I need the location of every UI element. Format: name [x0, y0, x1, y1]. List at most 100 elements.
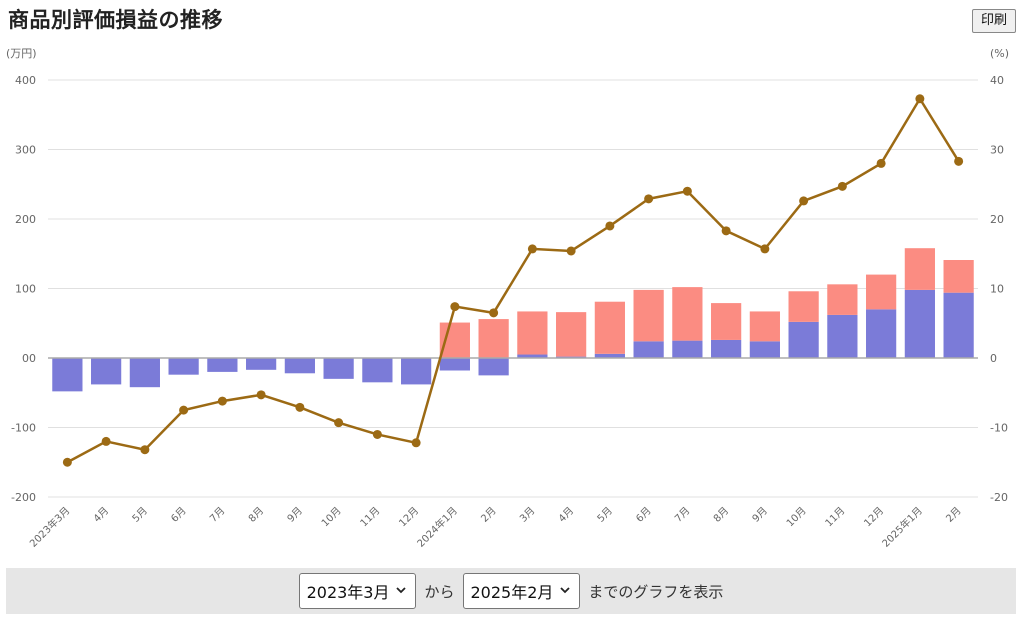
- display-label: までのグラフを表示: [588, 582, 724, 601]
- line-point: [140, 445, 150, 455]
- bar-base: [478, 358, 509, 376]
- bar-base: [323, 358, 354, 379]
- bar-base: [168, 358, 199, 375]
- bar-base: [207, 358, 238, 372]
- chart: 40030020010000-100-200403020100-10-20(万円…: [6, 47, 1009, 550]
- y2-tick-label: 20: [990, 213, 1004, 226]
- x-tick-label: 8月: [711, 505, 731, 525]
- x-tick-label: 4月: [91, 505, 111, 525]
- line-point: [527, 244, 537, 254]
- bar-base: [788, 321, 819, 358]
- line-point: [837, 181, 847, 191]
- line-point: [179, 405, 189, 415]
- x-tick-label: 6月: [169, 505, 189, 525]
- to-month-value: 2025年2月: [470, 583, 554, 602]
- bar-base: [246, 358, 277, 370]
- bar-base: [749, 341, 780, 358]
- x-tick-label: 10月: [319, 505, 344, 530]
- y-tick-label: -100: [11, 422, 36, 435]
- bar-base: [943, 292, 974, 358]
- bar-base: [827, 314, 858, 358]
- from-month-value: 2023年3月: [306, 583, 390, 602]
- x-tick-label: 11月: [823, 505, 848, 530]
- print-button[interactable]: 印刷: [971, 9, 1016, 33]
- line-point: [450, 302, 460, 312]
- y2-axis-label: (%): [990, 47, 1009, 60]
- x-tick-label: 9月: [285, 505, 305, 525]
- series-line: [66, 96, 960, 464]
- x-tick-label: 2024年1月: [414, 504, 460, 550]
- y-tick-label: 400: [15, 74, 36, 87]
- bar-base: [129, 358, 160, 388]
- y-tick-label: 00: [22, 352, 36, 365]
- line-point: [256, 390, 266, 400]
- y-tick-label: -200: [11, 491, 36, 504]
- bar-base: [711, 339, 742, 358]
- x-tick-label: 7月: [207, 505, 227, 525]
- x-tick-label: 12月: [862, 505, 887, 530]
- x-tick-label: 5月: [130, 505, 150, 525]
- bar-base: [362, 358, 393, 383]
- bar-base: [517, 354, 548, 358]
- line-point: [295, 402, 305, 412]
- page-title: 商品別評価損益の推移: [8, 8, 223, 32]
- x-tick-label: 9月: [750, 505, 770, 525]
- x-tick-label: 2月: [479, 505, 499, 525]
- bar-base: [904, 289, 935, 358]
- bar-base: [401, 358, 432, 385]
- line-point: [644, 194, 654, 204]
- to-month-select[interactable]: 2025年2月: [462, 573, 581, 609]
- bar-base: [284, 358, 315, 374]
- bar-stack: [827, 284, 858, 315]
- y-tick-label: 300: [15, 144, 36, 157]
- line-point: [334, 418, 344, 428]
- bar-stack: [594, 301, 625, 354]
- x-tick-label: 8月: [246, 505, 266, 525]
- bar-base: [672, 340, 703, 358]
- bar-stack: [556, 312, 587, 357]
- bar-stack: [788, 291, 819, 322]
- y-axis-label: (万円): [6, 47, 37, 60]
- y2-tick-label: 30: [990, 144, 1004, 157]
- line-point: [62, 457, 72, 467]
- range-controls: 2023年3月 から 2025年2月 までのグラフを表示: [6, 568, 1016, 614]
- x-tick-label: 7月: [672, 505, 692, 525]
- bar-stack: [904, 248, 935, 290]
- x-tick-label: 2023年3月: [27, 504, 73, 550]
- chevron-down-icon: [396, 587, 407, 594]
- bar-base: [52, 358, 83, 392]
- bar-base: [633, 341, 664, 358]
- bar-base: [594, 353, 625, 358]
- bar-stack: [672, 287, 703, 341]
- line-point: [566, 246, 576, 256]
- line-point: [799, 196, 809, 206]
- line-point: [489, 308, 499, 318]
- x-tick-label: 3月: [517, 505, 537, 525]
- y2-tick-label: 40: [990, 74, 1004, 87]
- from-month-select[interactable]: 2023年3月: [298, 573, 417, 609]
- bar-base: [91, 358, 122, 385]
- x-tick-label: 2025年1月: [879, 504, 925, 550]
- x-tick-label: 12月: [397, 505, 422, 530]
- line-point: [605, 221, 615, 231]
- y2-tick-label: -20: [990, 491, 1008, 504]
- bar-base: [866, 309, 897, 358]
- line-point: [721, 226, 731, 236]
- x-tick-label: 10月: [784, 505, 809, 530]
- line-point: [101, 436, 111, 446]
- line-point: [760, 244, 770, 254]
- bar-stack: [866, 274, 897, 310]
- bar-stack: [517, 311, 548, 355]
- bar-stack: [943, 260, 974, 293]
- bar-stack: [478, 319, 509, 358]
- x-tick-label: 11月: [358, 505, 383, 530]
- line-point: [876, 158, 886, 168]
- line-point: [915, 94, 925, 104]
- bar-stack: [633, 289, 664, 342]
- x-tick-label: 4月: [556, 505, 576, 525]
- y2-tick-label: 0: [990, 352, 997, 365]
- from-label: から: [424, 582, 455, 601]
- y2-tick-label: 10: [990, 283, 1004, 296]
- line-point: [372, 429, 382, 439]
- line-point: [954, 156, 964, 166]
